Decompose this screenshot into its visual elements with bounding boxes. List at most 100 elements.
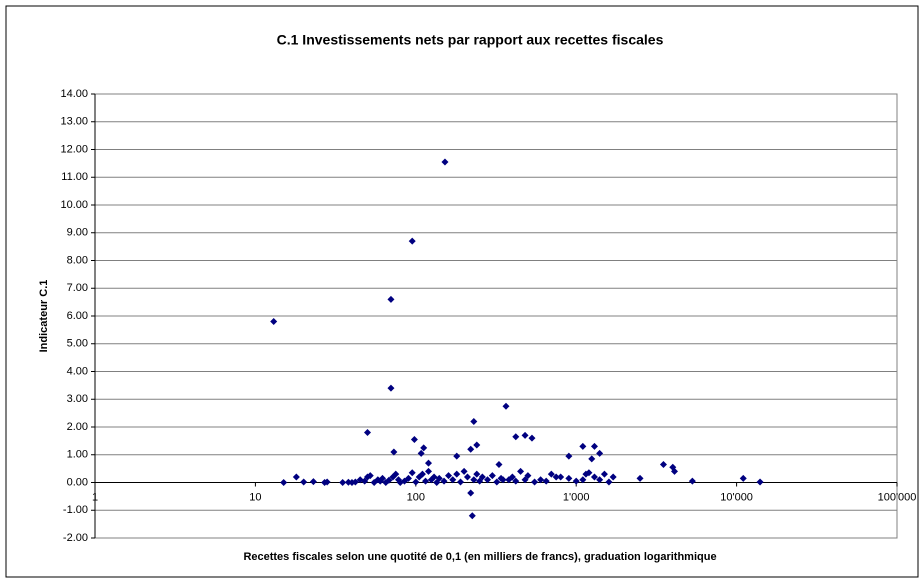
data-point	[484, 476, 492, 484]
data-point	[280, 479, 288, 486]
data-point	[508, 473, 516, 481]
data-point	[422, 477, 430, 485]
data-point	[565, 474, 573, 482]
x-tick-label: 1	[92, 491, 98, 503]
data-point	[495, 460, 503, 468]
data-point	[600, 470, 608, 478]
data-point	[300, 478, 308, 486]
x-axis-label: Recettes fiscales selon une quotité de 0…	[243, 551, 716, 563]
data-point	[636, 474, 644, 482]
data-point	[449, 476, 457, 484]
data-point	[739, 474, 747, 482]
data-point	[565, 452, 573, 460]
data-point	[351, 478, 359, 486]
data-point	[418, 470, 426, 478]
data-point	[390, 448, 398, 456]
y-tick-label: 9.00	[67, 227, 88, 239]
chart-title: C.1 Investissements nets par rapport aux…	[277, 32, 664, 48]
data-point	[557, 473, 565, 481]
data-point	[453, 470, 461, 478]
data-point	[521, 431, 529, 439]
y-tick-label: 8.00	[67, 254, 88, 266]
data-point	[542, 477, 550, 485]
data-point	[387, 384, 395, 392]
data-point	[579, 442, 587, 450]
y-tick-label: 11.00	[61, 171, 88, 183]
y-tick-label: 1.00	[67, 449, 88, 461]
data-point	[590, 442, 598, 450]
data-point	[572, 477, 580, 485]
data-point	[364, 429, 372, 437]
data-point	[609, 473, 617, 481]
y-tick-label: 5.00	[67, 338, 88, 350]
data-point	[361, 477, 369, 485]
data-point	[470, 417, 478, 425]
data-point	[470, 476, 478, 484]
data-point	[588, 455, 596, 463]
y-tick-label: 4.00	[67, 365, 88, 377]
y-tick-label: -1.00	[63, 504, 88, 516]
data-point	[404, 474, 412, 482]
data-point	[512, 477, 520, 485]
y-axis-label: Indicateur C.1	[38, 280, 50, 353]
data-point	[457, 478, 465, 486]
data-point	[478, 473, 486, 481]
y-tick-label: 13.00	[60, 116, 88, 128]
data-point	[445, 472, 453, 480]
data-point	[473, 441, 481, 449]
data-point	[323, 478, 331, 486]
y-tick-label: 0.00	[67, 476, 88, 488]
data-point	[420, 444, 428, 452]
data-point	[440, 477, 448, 485]
data-point	[605, 478, 613, 486]
y-tick-label: 7.00	[67, 282, 88, 294]
y-tick-label: 12.00	[60, 143, 88, 155]
data-point	[756, 478, 764, 486]
data-point	[531, 478, 539, 486]
data-point	[579, 476, 587, 484]
data-point	[425, 467, 433, 475]
data-point	[385, 476, 393, 484]
data-point	[521, 476, 529, 484]
data-point	[408, 469, 416, 477]
data-point	[552, 473, 560, 481]
x-tick-label: 100'000	[878, 491, 917, 503]
y-tick-label: 3.00	[67, 393, 88, 405]
data-point	[528, 434, 536, 442]
data-point	[493, 478, 501, 486]
data-point	[517, 467, 525, 475]
data-point	[473, 470, 481, 478]
data-point	[430, 473, 438, 481]
data-point	[596, 449, 604, 457]
data-point	[435, 474, 443, 482]
x-tick-label: 1'000	[563, 491, 590, 503]
data-point	[502, 402, 510, 410]
data-point	[425, 459, 433, 467]
data-point	[270, 318, 278, 326]
data-point	[412, 478, 420, 486]
data-point	[408, 237, 416, 245]
data-point	[453, 452, 461, 460]
data-point	[468, 512, 476, 520]
x-tick-label: 100	[407, 491, 425, 503]
data-point	[488, 472, 496, 480]
data-point	[512, 433, 520, 441]
data-point	[292, 473, 300, 481]
data-point	[537, 476, 545, 484]
y-tick-label: 10.00	[60, 199, 88, 211]
data-point	[410, 435, 418, 443]
data-point	[387, 295, 395, 303]
data-point	[309, 478, 317, 486]
x-tick-label: 10'000	[720, 491, 753, 503]
data-point	[590, 473, 598, 481]
data-point	[339, 479, 347, 486]
data-point	[499, 476, 507, 484]
y-tick-label: -2.00	[63, 532, 88, 544]
data-point	[688, 477, 696, 485]
data-point	[366, 472, 374, 480]
data-point	[585, 469, 593, 477]
data-point	[463, 473, 471, 481]
y-tick-label: 2.00	[67, 421, 88, 433]
data-point	[467, 445, 475, 453]
data-point	[670, 467, 678, 475]
